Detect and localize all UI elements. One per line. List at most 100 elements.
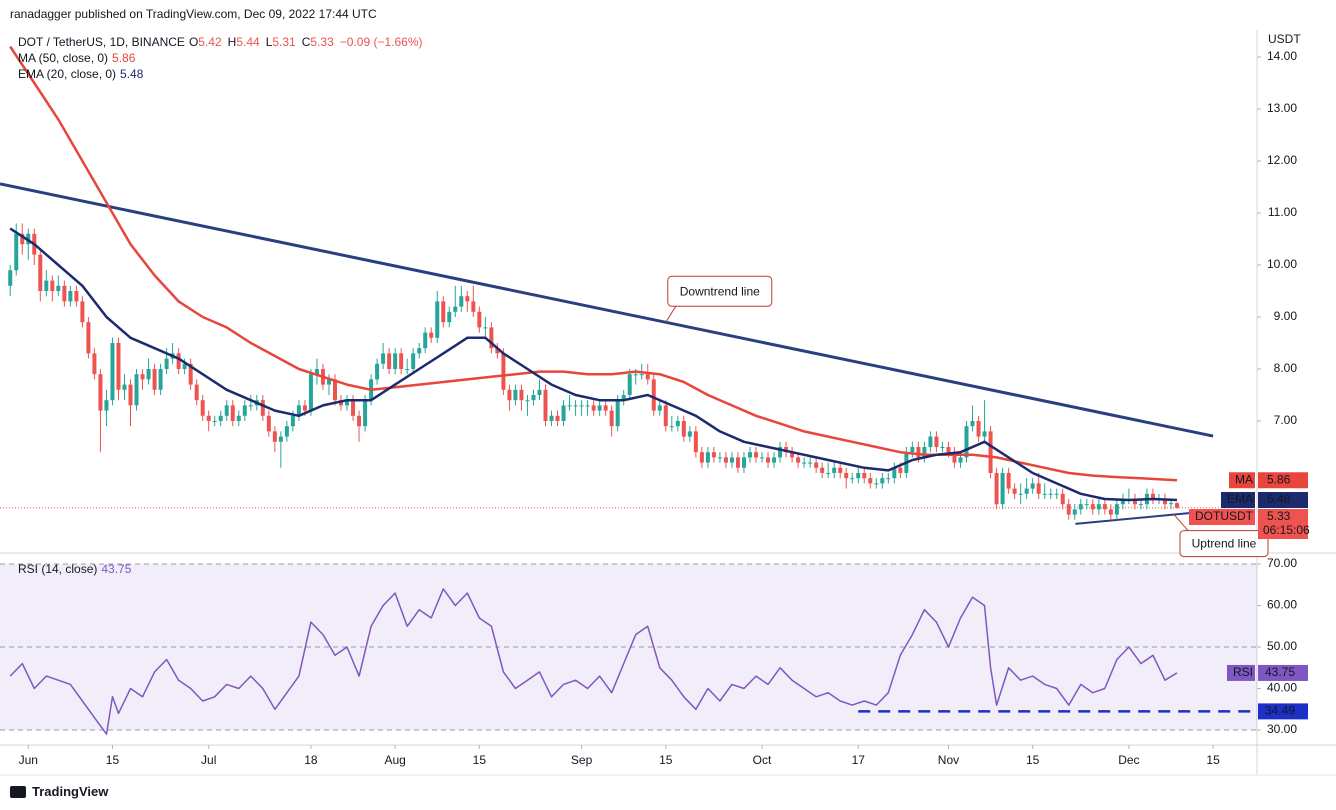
candle-body — [435, 301, 440, 338]
candle-body — [892, 467, 897, 479]
rsi-tag-name-box — [1226, 664, 1255, 681]
candle-body — [1012, 488, 1017, 494]
candle-body — [116, 342, 121, 390]
candle-body — [555, 415, 560, 421]
price-tag-value: 5.48 — [1267, 492, 1291, 506]
candle-body — [663, 405, 668, 427]
candle-body — [405, 368, 410, 370]
candle-body — [399, 353, 404, 369]
candle-body — [832, 467, 837, 473]
ohlc-value: 5.31 — [272, 35, 296, 49]
candle-body — [284, 426, 289, 437]
ohlc-value: 5.44 — [236, 35, 260, 49]
candle-body — [597, 405, 602, 411]
candle-body — [826, 472, 831, 474]
candle-body — [946, 446, 951, 453]
price-tag-name: MA — [1235, 472, 1253, 486]
x-tick-label: Jun — [19, 753, 38, 767]
candle-body — [441, 301, 446, 323]
candle-body — [741, 457, 746, 468]
y-tick-label: 13.00 — [1267, 101, 1297, 115]
candle-body — [868, 478, 873, 484]
price-tag-box — [1258, 492, 1308, 509]
candle-body — [345, 400, 350, 406]
symbol: DOT / TetherUS, 1D, BINANCE — [18, 35, 185, 49]
candle-body — [242, 405, 247, 416]
indicator-line — [9, 227, 1178, 502]
candle-body — [1084, 504, 1089, 506]
candle-body — [260, 400, 265, 416]
ma-value: 5.86 — [112, 51, 136, 65]
price-tag-name: EMA — [1227, 492, 1253, 506]
callout-pointer — [665, 306, 677, 323]
candle-body — [573, 405, 578, 407]
y-tick-label: 30.00 — [1267, 722, 1297, 736]
candle-body — [218, 415, 223, 421]
price-tag-name-box — [1189, 509, 1255, 526]
ema-legend: EMA (20, close, 0) — [18, 67, 117, 81]
candle-body — [1048, 493, 1053, 495]
candle-body — [308, 374, 313, 411]
candle-body — [375, 363, 380, 380]
ohlc-value: 5.33 — [310, 35, 334, 49]
candle-body — [98, 374, 103, 411]
candle-body — [1175, 503, 1180, 508]
candle-body — [772, 457, 777, 463]
candle-body — [465, 296, 470, 302]
candle-body — [1132, 498, 1137, 505]
ohlc-letter: H — [227, 35, 237, 49]
candle-body — [1060, 493, 1065, 505]
candle-body — [513, 389, 518, 401]
candle-body — [1162, 498, 1167, 505]
candle-body — [982, 431, 987, 437]
callout-label: Uptrend line — [1192, 537, 1257, 551]
candle-body — [928, 436, 933, 447]
rsi-tag-name: RSI — [1233, 665, 1253, 679]
x-tick-label: Jul — [201, 753, 216, 767]
candle-body — [176, 353, 181, 369]
candle-body — [236, 415, 241, 421]
indicator-line — [9, 45, 1178, 482]
candle-body — [429, 332, 434, 338]
candle-body — [393, 353, 398, 369]
candle-body — [20, 233, 25, 245]
candle-body — [423, 332, 428, 349]
callout-label: Downtrend line — [680, 284, 760, 298]
candle-body — [609, 410, 614, 427]
x-tick-label: Oct — [753, 753, 772, 767]
ma-legend: MA (50, close, 0) — [18, 51, 109, 65]
candle-body — [687, 431, 692, 437]
candle-body — [290, 415, 295, 427]
candle-body — [56, 285, 61, 291]
candle-body — [766, 457, 771, 463]
candle-body — [790, 452, 795, 458]
candle-body — [886, 478, 891, 480]
candle-body — [62, 285, 67, 302]
candle-body — [808, 462, 813, 464]
candle-body — [705, 452, 710, 463]
candle-body — [561, 405, 566, 421]
rsi-legend: RSI (14, close) — [18, 562, 98, 576]
candle-body — [1150, 493, 1155, 499]
candle-body — [1108, 509, 1113, 515]
candle-body — [976, 420, 981, 437]
y-tick-label: 60.00 — [1267, 598, 1297, 612]
candle-body — [302, 405, 307, 411]
x-tick-label: 18 — [304, 753, 318, 767]
legend-row: EMA (20, close, 0) 5.48 — [18, 66, 427, 82]
candle-body — [958, 457, 963, 463]
candle-body — [326, 379, 331, 385]
candle-body — [489, 327, 494, 349]
candle-body — [134, 374, 139, 406]
candle-body — [14, 233, 19, 271]
candle-body — [92, 353, 97, 375]
candle-body — [994, 472, 999, 505]
candle-body — [675, 420, 680, 427]
candle-body — [898, 467, 903, 473]
candle-body — [729, 457, 734, 463]
candle-body — [194, 384, 199, 401]
candle-body — [1000, 472, 1005, 505]
price-tag-name-box — [1220, 492, 1255, 509]
price-legend: DOT / TetherUS, 1D, BINANCE O5.42 H5.44 L5.… — [18, 34, 427, 82]
candle-body — [525, 400, 530, 402]
